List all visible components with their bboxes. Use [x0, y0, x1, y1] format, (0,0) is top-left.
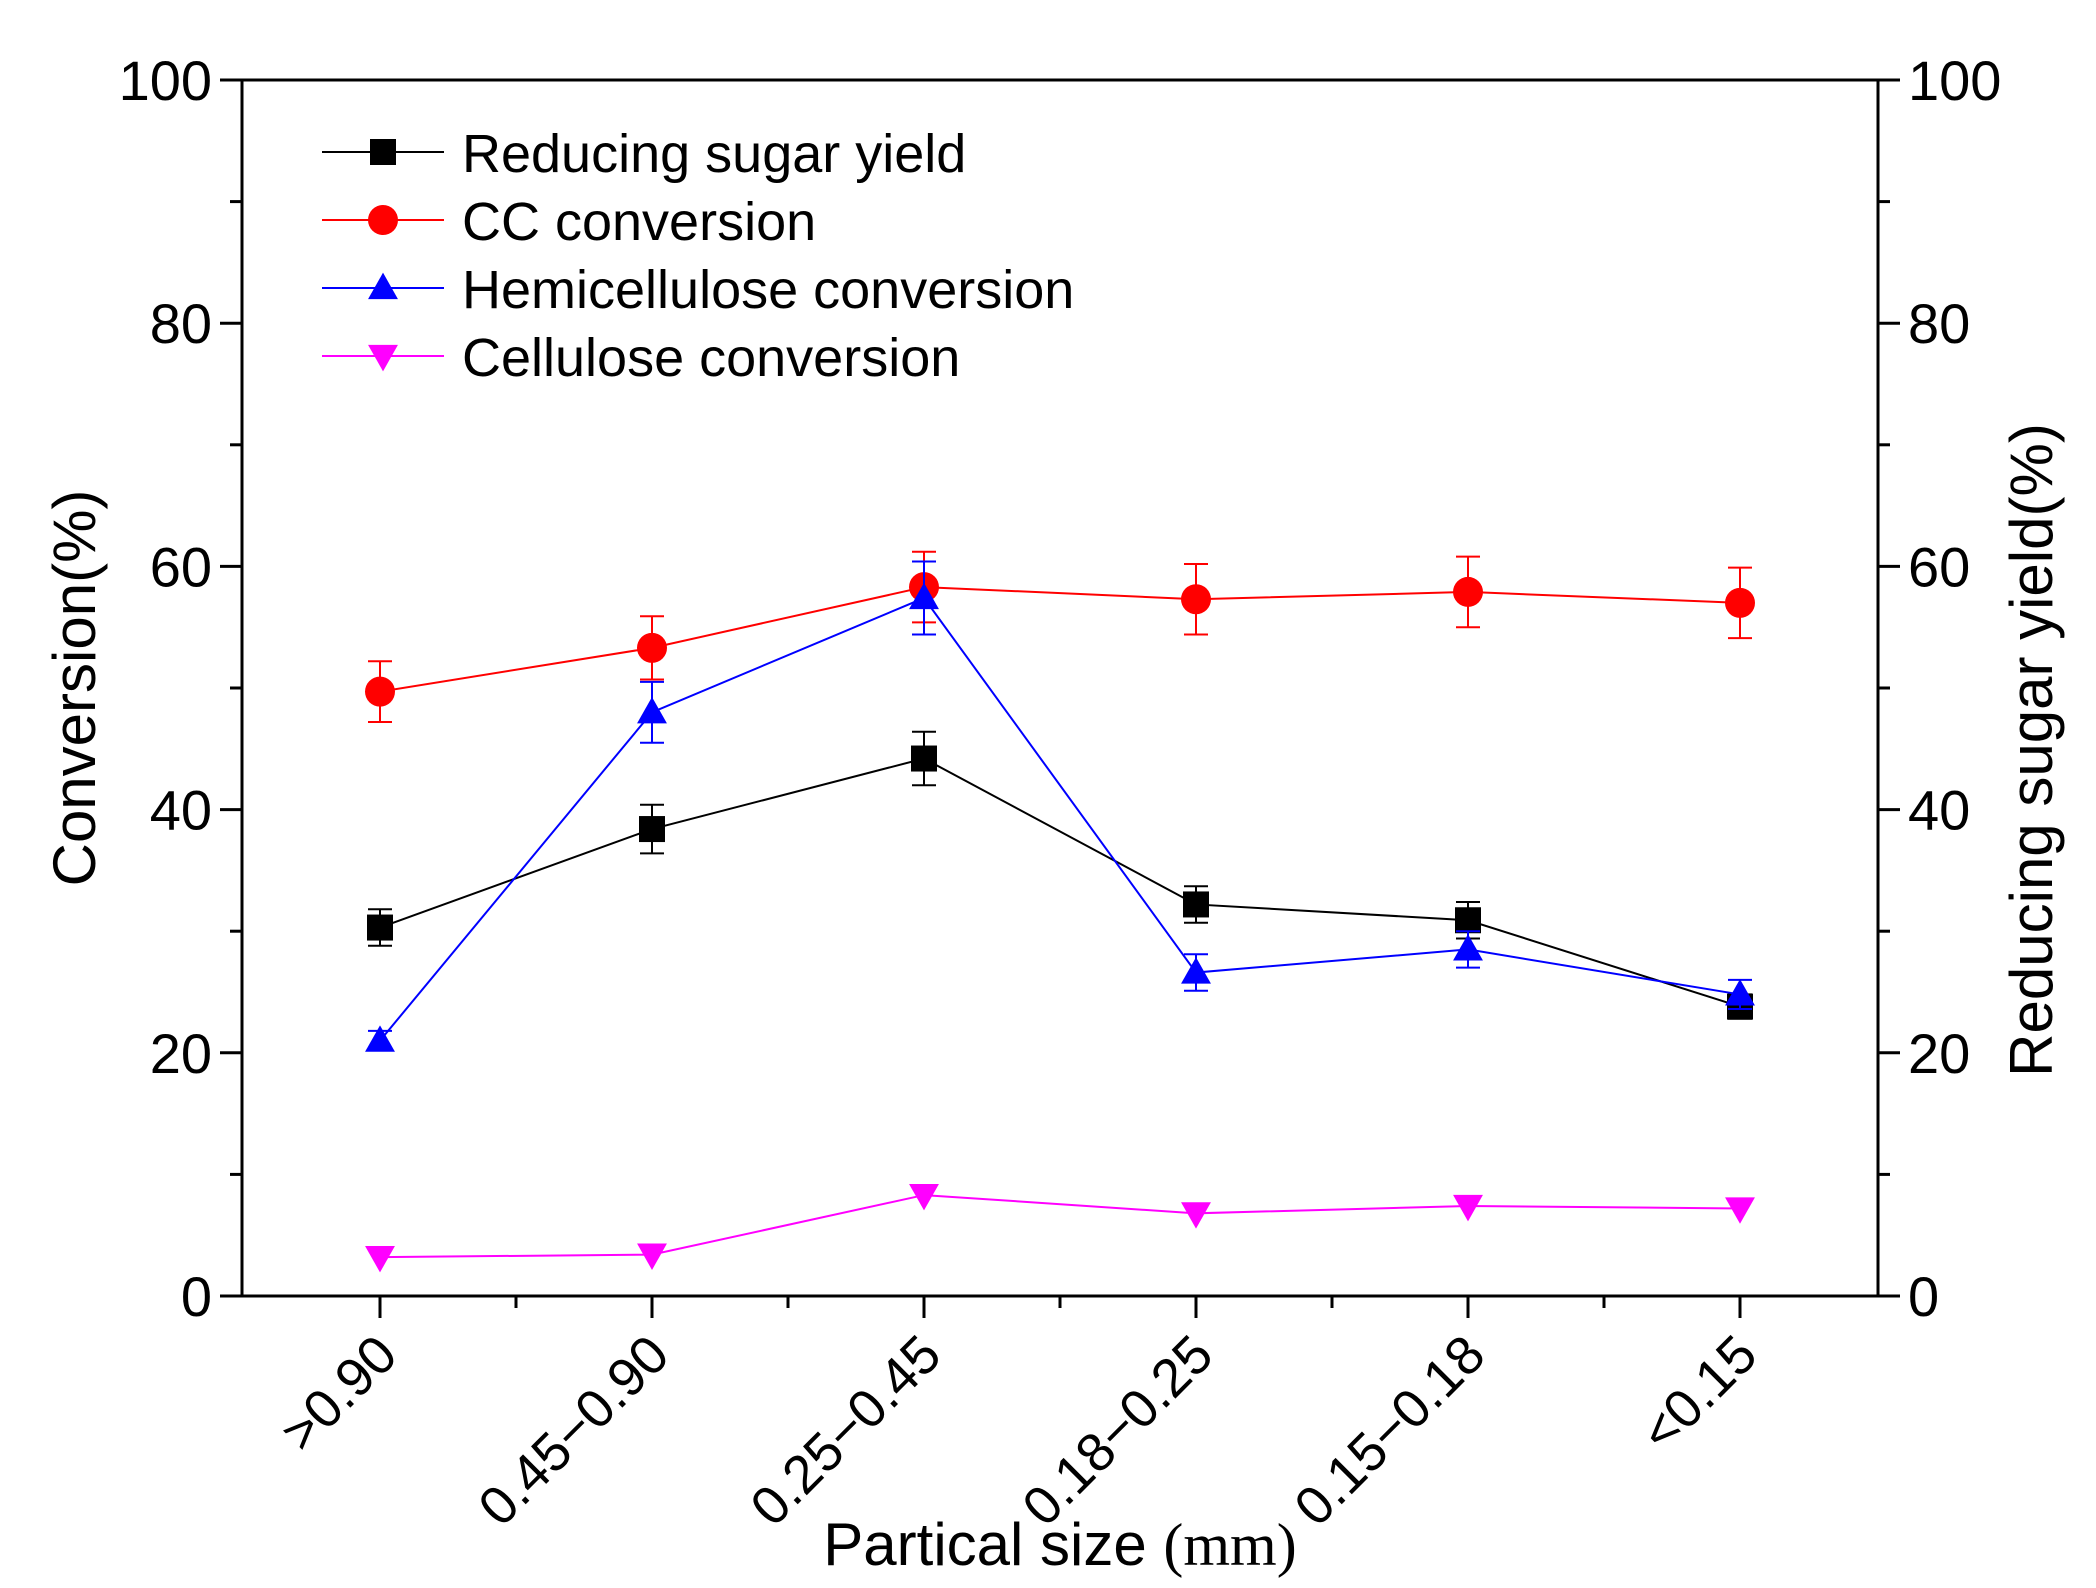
data-point: [909, 582, 939, 610]
x-tick-label: 0.25−0.45: [739, 1324, 952, 1537]
y-right-tick-label: 40: [1908, 779, 1970, 842]
legend-item: Reducing sugar yield: [322, 124, 966, 184]
data-point: [1453, 934, 1483, 961]
data-point: [1181, 957, 1211, 984]
y-right-tick-label: 60: [1908, 535, 1970, 598]
legend-label: Reducing sugar yield: [462, 124, 966, 184]
x-tick-label: 0.15−0.18: [1283, 1324, 1496, 1537]
legend-label: CC conversion: [462, 192, 816, 252]
data-point: [637, 697, 667, 724]
x-axis-label: Partical size (mm): [823, 1511, 1296, 1578]
data-point: [637, 632, 667, 663]
y-right-tick-label: 100: [1908, 49, 2001, 112]
series-reducing-sugar-yield: [367, 730, 1753, 1020]
data-point: [637, 1243, 667, 1270]
data-series: [365, 550, 1755, 1273]
y-right-tick-label: 0: [1908, 1265, 1939, 1328]
data-point: [365, 1245, 395, 1273]
data-point: [1725, 587, 1755, 618]
y-axis-right-label: Reducing sugar yield(%): [1998, 423, 2065, 1077]
data-point: [365, 676, 395, 707]
x-axis-label-unit: (mm): [1163, 1512, 1296, 1578]
data-point: [911, 745, 937, 772]
x-tick-label: 0.18−0.25: [1011, 1324, 1224, 1537]
y-axis-left-label: Conversion(%): [41, 490, 108, 887]
y-left-tick-label: 0: [181, 1265, 212, 1328]
legend-marker: [368, 272, 398, 300]
legend-item: Cellulose conversion: [322, 328, 960, 388]
legend: Reducing sugar yield CC conversion Hemicel…: [322, 124, 1074, 388]
y-left-tick-label: 20: [150, 1022, 212, 1085]
x-tick-label: >0.90: [269, 1324, 408, 1463]
legend-label: Cellulose conversion: [462, 328, 960, 388]
data-point: [1453, 576, 1483, 607]
data-point: [1183, 891, 1209, 918]
series-cellulose-conversion: [365, 1183, 1755, 1273]
y-right-tick-label: 20: [1908, 1022, 1970, 1085]
series-line: [379, 586, 1741, 693]
data-point: [1453, 1194, 1483, 1222]
data-point: [367, 914, 393, 941]
legend-marker: [370, 139, 396, 165]
series-line: [379, 596, 1741, 1042]
y-left-tick-label: 80: [150, 292, 212, 355]
x-tick-label: <0.15: [1629, 1324, 1768, 1463]
legend-marker: [368, 344, 398, 372]
x-tick-label: 0.45−0.90: [467, 1324, 680, 1537]
series-line: [379, 1194, 1741, 1259]
plot-frame: [240, 78, 1880, 1298]
legend-item: Hemicellulose conversion: [322, 260, 1074, 320]
legend-label: Hemicellulose conversion: [462, 260, 1074, 320]
data-point: [1181, 584, 1211, 615]
y-right-tick-label: 80: [1908, 292, 1970, 355]
y-left-tick-label: 60: [150, 535, 212, 598]
data-point: [909, 1183, 939, 1211]
series-line: [379, 757, 1741, 1008]
data-point: [365, 1025, 395, 1052]
data-point: [1455, 907, 1481, 934]
data-point: [639, 816, 665, 843]
data-point: [1725, 979, 1755, 1006]
x-axis-label-text: Partical size: [823, 1511, 1163, 1578]
data-point: [1725, 1197, 1755, 1224]
legend-item: CC conversion: [322, 192, 816, 252]
data-point: [1181, 1202, 1211, 1229]
y-left-tick-label: 40: [150, 779, 212, 842]
series-hemicellulose-conversion: [365, 560, 1755, 1052]
axis-ticks: [220, 78, 1900, 1318]
y-left-tick-label: 100: [119, 49, 212, 112]
legend-marker: [368, 205, 398, 235]
series-cc-conversion: [365, 550, 1755, 724]
